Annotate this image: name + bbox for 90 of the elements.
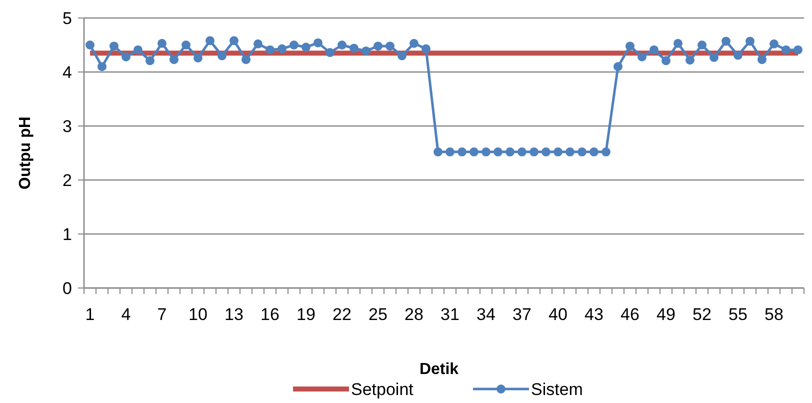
x-tick-label: 46: [620, 305, 640, 324]
point: [146, 56, 154, 66]
x-tick-label: 37: [512, 305, 532, 324]
point: [614, 62, 622, 72]
point: [170, 55, 178, 64]
point: [290, 40, 298, 50]
point: [434, 147, 442, 156]
x-tick-label: 28: [404, 305, 424, 324]
x-tick-label: 19: [296, 305, 316, 324]
x-tick-label: 13: [224, 305, 244, 324]
point: [782, 45, 790, 54]
point: [590, 147, 598, 156]
point: [362, 46, 370, 56]
point: [482, 147, 490, 156]
point: [338, 40, 346, 50]
point: [374, 42, 382, 51]
x-tick-label: 40: [548, 305, 568, 324]
point: [410, 38, 418, 48]
point: [674, 38, 682, 48]
point: [758, 55, 766, 64]
point: [242, 55, 250, 64]
point: [506, 147, 514, 156]
point: [542, 147, 550, 156]
x-tick-label: 10: [188, 305, 208, 324]
y-tick-label: 1: [62, 224, 72, 244]
x-tick-label: 55: [728, 305, 748, 324]
point: [446, 147, 454, 156]
x-tick-label: 34: [476, 305, 496, 324]
point: [386, 42, 394, 51]
y-tick-label: 5: [62, 8, 72, 28]
point: [158, 38, 166, 48]
point: [110, 42, 118, 51]
point: [230, 36, 238, 46]
point: [218, 51, 226, 60]
point: [86, 40, 94, 50]
point: [602, 147, 610, 156]
point: [134, 45, 142, 54]
x-tick-label: 16: [260, 305, 280, 324]
point: [710, 52, 718, 62]
point: [578, 147, 586, 156]
x-tick-label: 52: [692, 305, 712, 324]
x-tick-label: 22: [332, 305, 352, 324]
point: [326, 48, 334, 58]
point: [554, 147, 562, 156]
point: [566, 147, 574, 156]
point: [314, 38, 322, 48]
point: [278, 44, 286, 54]
point: [398, 51, 406, 60]
point: [530, 147, 538, 156]
point: [686, 56, 694, 65]
point: [770, 39, 778, 48]
x-tick-label: 4: [121, 305, 131, 324]
point: [350, 44, 358, 53]
x-tick-label: 31: [440, 305, 460, 324]
y-tick-label: 3: [62, 116, 72, 136]
legend-label: Setpoint: [351, 380, 414, 399]
x-axis-title: Detik: [419, 361, 459, 378]
x-tick-label: 58: [764, 305, 784, 324]
point: [458, 147, 466, 156]
point: [794, 45, 802, 54]
point: [638, 52, 646, 62]
point: [698, 40, 706, 50]
point: [518, 147, 526, 156]
point: [494, 147, 502, 156]
point: [254, 39, 262, 48]
y-tick-label: 2: [62, 170, 72, 190]
point: [194, 53, 202, 62]
point: [266, 45, 274, 54]
point: [98, 62, 106, 72]
x-tick-label: 25: [368, 305, 388, 324]
legend-label: Sistem: [531, 380, 583, 399]
point: [206, 36, 214, 46]
x-tick-label: 1: [85, 305, 95, 324]
point: [662, 56, 670, 66]
y-axis-title: Outpu pH: [17, 116, 34, 190]
y-tick-label: 4: [62, 62, 72, 82]
point: [734, 50, 742, 60]
x-tick-label: 49: [656, 305, 676, 324]
point: [470, 147, 478, 156]
point: [122, 52, 130, 62]
point: [182, 40, 190, 50]
point: [746, 36, 754, 46]
point: [626, 42, 634, 51]
point: [422, 44, 430, 54]
x-tick-label: 43: [584, 305, 604, 324]
y-tick-label: 0: [62, 278, 72, 298]
point: [722, 36, 730, 46]
x-tick-label: 7: [157, 305, 167, 324]
point: [650, 45, 658, 54]
point: [302, 42, 310, 52]
